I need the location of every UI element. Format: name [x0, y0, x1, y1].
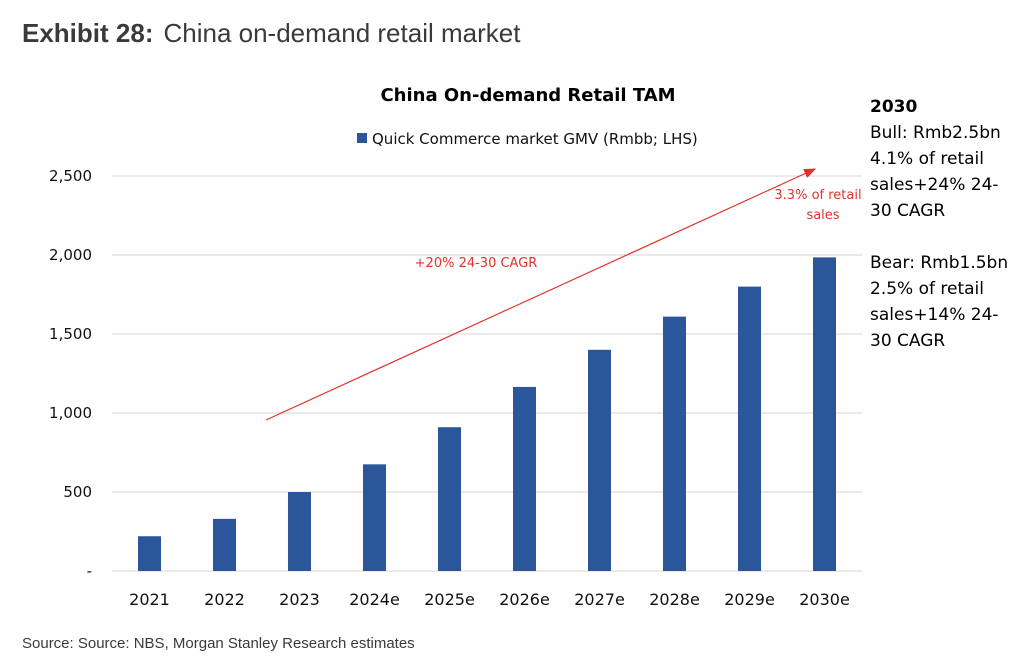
bear-line: Bear: Rmb1.5bn — [870, 253, 1009, 273]
y-tick-label: 2,000 — [49, 246, 92, 264]
x-tick-label: 2027e — [574, 590, 625, 609]
source-note: Source: Source: NBS, Morgan Stanley Rese… — [22, 635, 415, 652]
legend-label: Quick Commerce market GMV (Rmbb; LHS) — [372, 130, 698, 148]
exhibit-title: China on-demand retail market — [163, 18, 521, 48]
bar-2025e — [438, 427, 461, 571]
scenario-box: 2030 Bull: Rmb2.5bn 4.1% of retail sales… — [870, 94, 1020, 354]
bull-line: 4.1% of retail — [870, 149, 984, 169]
bar-2026e — [513, 386, 536, 571]
bar-2029e — [738, 286, 761, 571]
bear-line: 2.5% of retail — [870, 279, 984, 299]
bars — [138, 257, 836, 571]
bar-2027e — [588, 349, 611, 571]
y-tick-label: - — [87, 562, 92, 580]
bar-2021 — [138, 536, 161, 571]
legend-swatch — [357, 133, 367, 143]
x-tick-label: 2030e — [799, 590, 850, 609]
x-tick-label: 2028e — [649, 590, 700, 609]
bear-line: sales+14% 24- — [870, 305, 999, 325]
bull-line: Bull: Rmb2.5bn — [870, 123, 1001, 143]
x-axis: 2021 2022 2023 2024e 2025e 2026e 2027e 2028e 202… — [129, 590, 850, 609]
y-tick-label: 1,500 — [49, 325, 92, 343]
cagr-annotation: +20% 24-30 CAGR 3.3% of retail sales — [265, 168, 862, 421]
bull-line: 30 CAGR — [870, 201, 946, 221]
retail-share-label-line2: sales — [806, 208, 839, 223]
x-tick-label: 2022 — [204, 590, 245, 609]
y-tick-label: 2,500 — [49, 167, 92, 185]
y-axis: - 500 1,000 1,500 2,000 2,500 — [49, 167, 92, 580]
exhibit-label: Exhibit 28: — [22, 18, 154, 48]
x-tick-label: 2025e — [424, 590, 475, 609]
x-tick-label: 2021 — [129, 590, 170, 609]
cagr-label: +20% 24-30 CAGR — [415, 256, 538, 271]
scenario-year: 2030 — [870, 97, 918, 117]
y-tick-label: 500 — [63, 483, 92, 501]
bar-2028e — [663, 316, 686, 571]
bar-2024e — [363, 464, 386, 571]
gridlines — [112, 175, 862, 572]
chart-title: China On-demand Retail TAM — [380, 85, 675, 106]
bar-2022 — [213, 518, 236, 571]
x-tick-label: 2026e — [499, 590, 550, 609]
retail-share-label-line1: 3.3% of retail — [774, 188, 861, 203]
legend: Quick Commerce market GMV (Rmbb; LHS) — [357, 130, 698, 148]
x-tick-label: 2023 — [279, 590, 320, 609]
x-tick-label: 2029e — [724, 590, 775, 609]
bar-2030e — [813, 257, 836, 571]
bar-2023 — [288, 492, 311, 571]
exhibit-header: Exhibit 28: China on-demand retail market — [22, 18, 520, 49]
cagr-arrow — [265, 168, 817, 421]
bull-line: sales+24% 24- — [870, 175, 999, 195]
x-tick-label: 2024e — [349, 590, 400, 609]
y-tick-label: 1,000 — [49, 404, 92, 422]
bear-line: 30 CAGR — [870, 331, 946, 351]
